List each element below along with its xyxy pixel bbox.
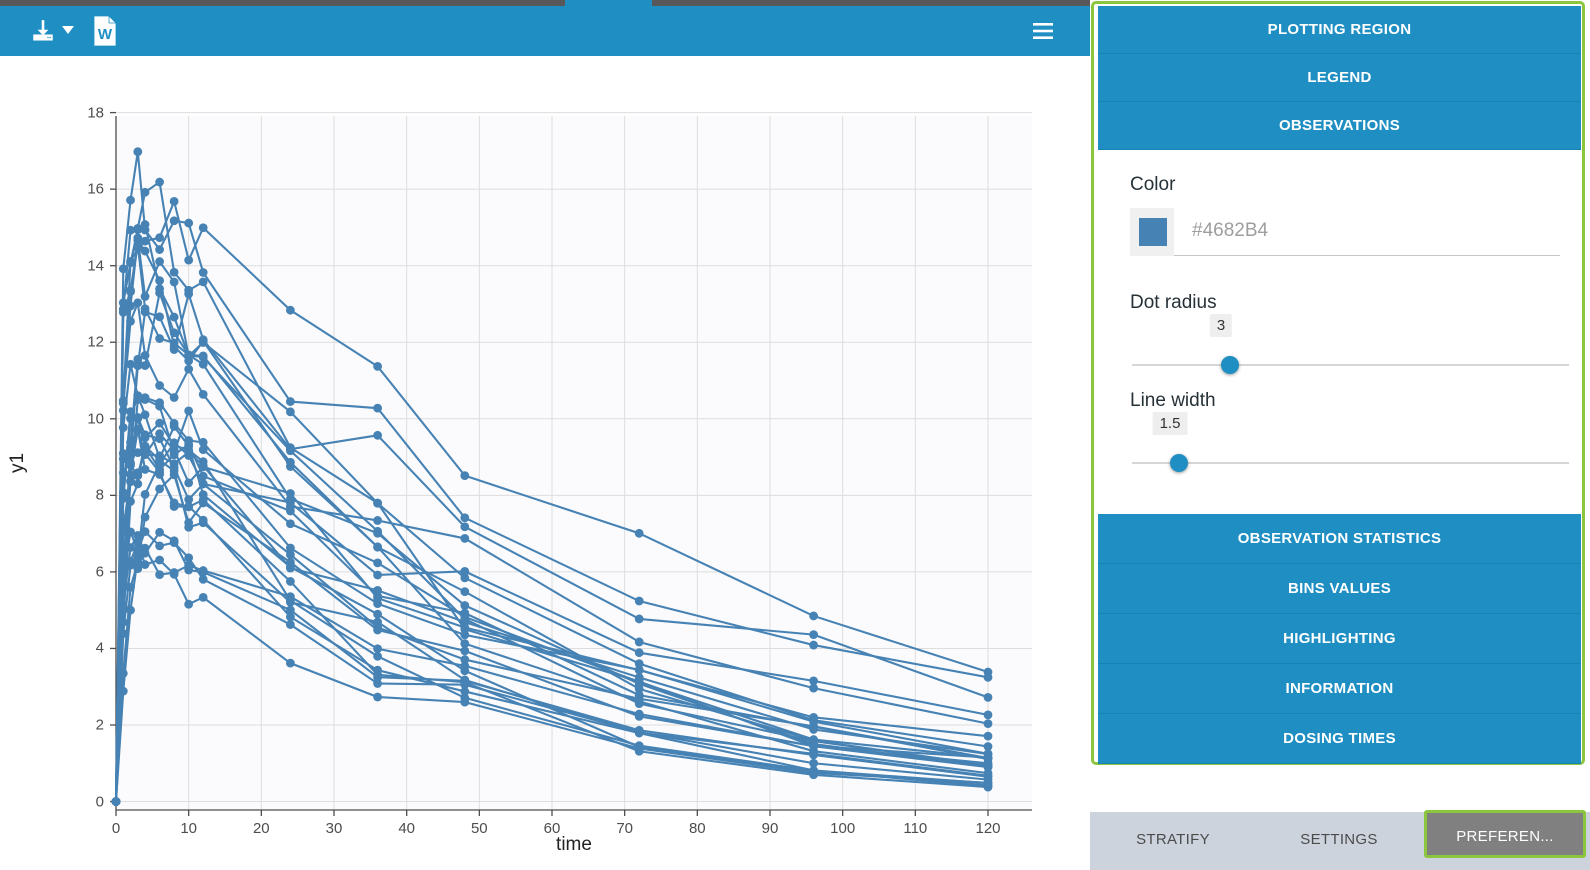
svg-text:W: W [98,26,113,43]
